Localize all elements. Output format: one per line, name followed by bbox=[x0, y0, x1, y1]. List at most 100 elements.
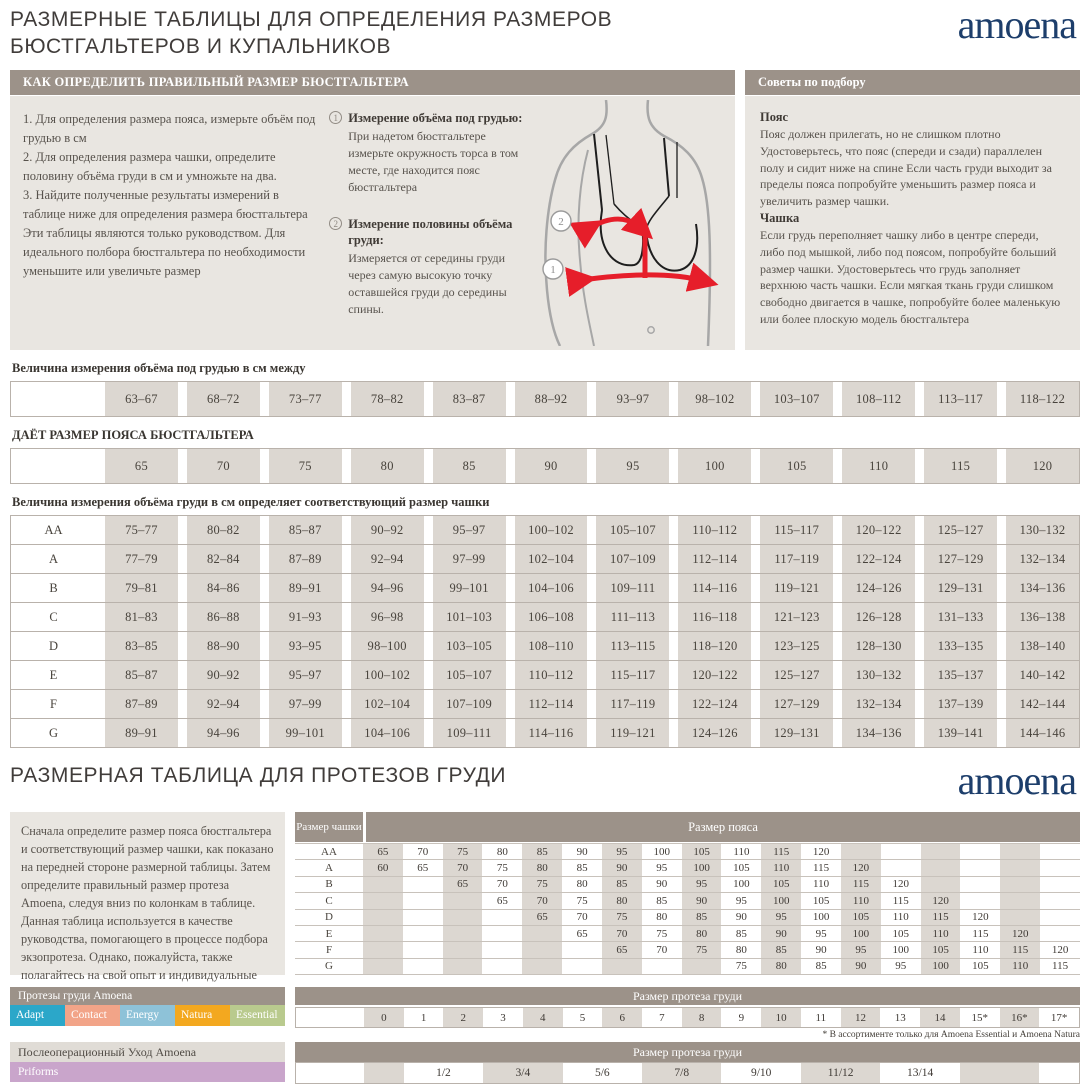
bust-range-cell: 134–136 bbox=[1006, 574, 1079, 602]
bust-range-cell: 85–87 bbox=[105, 661, 178, 689]
bust-range-cell: 93–95 bbox=[268, 632, 342, 660]
prosthesis-size-cell: 9 bbox=[721, 1008, 762, 1027]
band-size-cell bbox=[402, 909, 443, 925]
priform-size-table: Размер протеза груди 1/2 3/4 5/6 7/8 9/10 11/… bbox=[295, 1042, 1080, 1084]
band-size-cell: 105 bbox=[761, 876, 802, 893]
prosthesis-size-cell: 15* bbox=[959, 1008, 1000, 1027]
band-size-cell bbox=[1040, 860, 1080, 876]
bust-range-cell: 95–97 bbox=[268, 661, 342, 689]
band-size-cell bbox=[1040, 893, 1080, 909]
prosthesis-size-cell: 1 bbox=[403, 1008, 444, 1027]
bust-range-cell: 101–103 bbox=[432, 603, 506, 631]
bust-range-cell: 129–131 bbox=[760, 719, 834, 747]
band-size-cell: 115 bbox=[1040, 958, 1080, 975]
bust-range-cell: 133–135 bbox=[924, 632, 998, 660]
band-size-cell bbox=[482, 909, 523, 925]
bust-range-cell: 80–82 bbox=[186, 516, 260, 544]
band-size-cell bbox=[442, 909, 483, 925]
bust-range-cell: 144–146 bbox=[1006, 719, 1079, 747]
bust-range-cell: 104–106 bbox=[350, 719, 424, 747]
underbust-table-title: Величина измерения объёма под грудью в с… bbox=[12, 361, 306, 375]
band-size-cell bbox=[1000, 860, 1041, 876]
band-size-cell bbox=[1040, 844, 1080, 860]
band-size-cell: 75 bbox=[522, 876, 563, 893]
product-chip-adapt: Adapt bbox=[10, 1005, 65, 1026]
band-size-cell: 90 bbox=[721, 909, 762, 925]
prosthesis-size-row-block: Размер протеза груди 0 1 2 3 4 5 6 7 8 9 10 11 12 13 1… bbox=[295, 987, 1080, 1028]
band-size-cell bbox=[1000, 844, 1041, 860]
measure-item-2: 2 Измерение половины объёма груди: Измер… bbox=[329, 216, 526, 318]
tips-panel: Пояс Пояс должен прилегать, но не слишко… bbox=[745, 96, 1080, 350]
bust-range-cell: 99–101 bbox=[268, 719, 342, 747]
bust-range-cell: 130–132 bbox=[1006, 516, 1079, 544]
bust-range-cell: 102–104 bbox=[350, 690, 424, 718]
band-size-cell: 85 bbox=[601, 876, 642, 893]
bust-range-cell: 137–139 bbox=[924, 690, 998, 718]
band-size-cell: 110 bbox=[1000, 958, 1041, 975]
bust-range-cell: 112–114 bbox=[678, 545, 752, 573]
bust-range-cell: 114–116 bbox=[678, 574, 752, 602]
bust-range-cell: 129–131 bbox=[924, 574, 998, 602]
band-size-cell: 80 bbox=[601, 893, 642, 909]
bust-range-cell: 115–117 bbox=[596, 661, 670, 689]
prosthesis-size-cell: 12 bbox=[840, 1008, 881, 1027]
underbust-range-cell: 113–117 bbox=[924, 382, 998, 416]
prosthesis-size-cell: 10 bbox=[761, 1008, 801, 1027]
priform-size-cell: 7/8 bbox=[642, 1063, 722, 1083]
priform-size-cell: 1/2 bbox=[403, 1063, 484, 1083]
priform-size-cell: 5/6 bbox=[562, 1063, 643, 1083]
band-size-cell: 95 bbox=[641, 860, 682, 876]
section-header-bars: КАК ОПРЕДЕЛИТЬ ПРАВИЛЬНЫЙ РАЗМЕР БЮСТГАЛ… bbox=[10, 70, 1080, 95]
band-size-cell bbox=[960, 844, 1001, 860]
prosthesis-section: Сначала определите размер пояса бюстгаль… bbox=[10, 812, 1080, 1084]
how-to-panel: 1. Для определения размера пояса, измерь… bbox=[10, 96, 735, 350]
cup-label: D bbox=[11, 632, 96, 660]
prosthesis-size-cell: 13 bbox=[880, 1008, 921, 1027]
band-size-cell: 100 bbox=[721, 876, 762, 893]
step-1: 1. Для определения размера пояса, измерь… bbox=[23, 112, 316, 145]
circled-number-2-icon: 2 bbox=[329, 217, 343, 230]
tips-cup-text: Если грудь переполняет чашку либо в цент… bbox=[760, 227, 1061, 326]
amoena-logo: amoena bbox=[957, 2, 1077, 47]
band-size-cell: 85 bbox=[432, 449, 506, 483]
priform-size-cell bbox=[959, 1063, 1040, 1083]
band-size-cell: 100 bbox=[641, 844, 682, 860]
band-size-cell: 120 bbox=[1000, 925, 1041, 942]
cup-label: AA bbox=[295, 844, 363, 860]
prosthesis-size-cell: 16* bbox=[999, 1008, 1040, 1027]
bust-range-cell: 79–81 bbox=[105, 574, 178, 602]
cup-size-table: AA 75–77 80–82 85–87 90–92 95–97 100–102 105–10… bbox=[10, 515, 1080, 748]
band-size-cell: 105 bbox=[920, 942, 961, 958]
band-size-cell bbox=[601, 958, 642, 975]
band-size-cell: 110 bbox=[880, 909, 921, 925]
band-size-row: 65 70 75 80 85 90 95 100 105 110 115 120 bbox=[10, 448, 1080, 484]
cup-label: D bbox=[295, 909, 363, 925]
tips-header: Советы по подбору bbox=[745, 70, 1080, 95]
bust-range-cell: 100–102 bbox=[350, 661, 424, 689]
tips-belt-title: Пояс bbox=[760, 110, 789, 124]
band-size-cell: 65 bbox=[442, 876, 483, 893]
amoena-logo-2: amoena bbox=[957, 758, 1077, 803]
bust-range-cell: 142–144 bbox=[1006, 690, 1079, 718]
priform-size-cell: 9/10 bbox=[721, 1063, 801, 1083]
band-size-cell bbox=[482, 925, 523, 942]
measure-1-text: При надетом бюстгальтере измерьте окружн… bbox=[348, 129, 519, 194]
products-header: Протезы груди Amoena bbox=[10, 987, 285, 1005]
page-title-line2: БЮСТГАЛЬТЕРОВ И КУПАЛЬНИКОВ bbox=[10, 35, 392, 58]
bust-range-cell: 140–142 bbox=[1006, 661, 1079, 689]
bottom-size-row: 1/2 3/4 5/6 7/8 9/10 11/12 13/14 bbox=[295, 1062, 1080, 1084]
cup-table-row: D 83–85 88–90 93–95 98–100 103–105 108–110 113–… bbox=[11, 632, 1079, 661]
bust-range-cell: 104–106 bbox=[514, 574, 588, 602]
bust-range-cell: 102–104 bbox=[514, 545, 588, 573]
band-size-cell: 95 bbox=[761, 909, 802, 925]
band-size-cell: 105 bbox=[840, 909, 881, 925]
cup-size-column-header: Размер чашки bbox=[295, 812, 363, 842]
underbust-range-cell: 103–107 bbox=[760, 382, 834, 416]
bust-range-cell: 107–109 bbox=[596, 545, 670, 573]
band-size-cell: 105 bbox=[801, 893, 841, 909]
priform-size-cell: 3/4 bbox=[483, 1063, 563, 1083]
bust-range-cell: 89–91 bbox=[105, 719, 178, 747]
prosthesis-table-row: E 65 70 75 80 85 90 95 100 105 110 115 120 bbox=[295, 925, 1080, 943]
band-size-cell bbox=[1000, 893, 1041, 909]
bust-range-cell: 134–136 bbox=[842, 719, 916, 747]
